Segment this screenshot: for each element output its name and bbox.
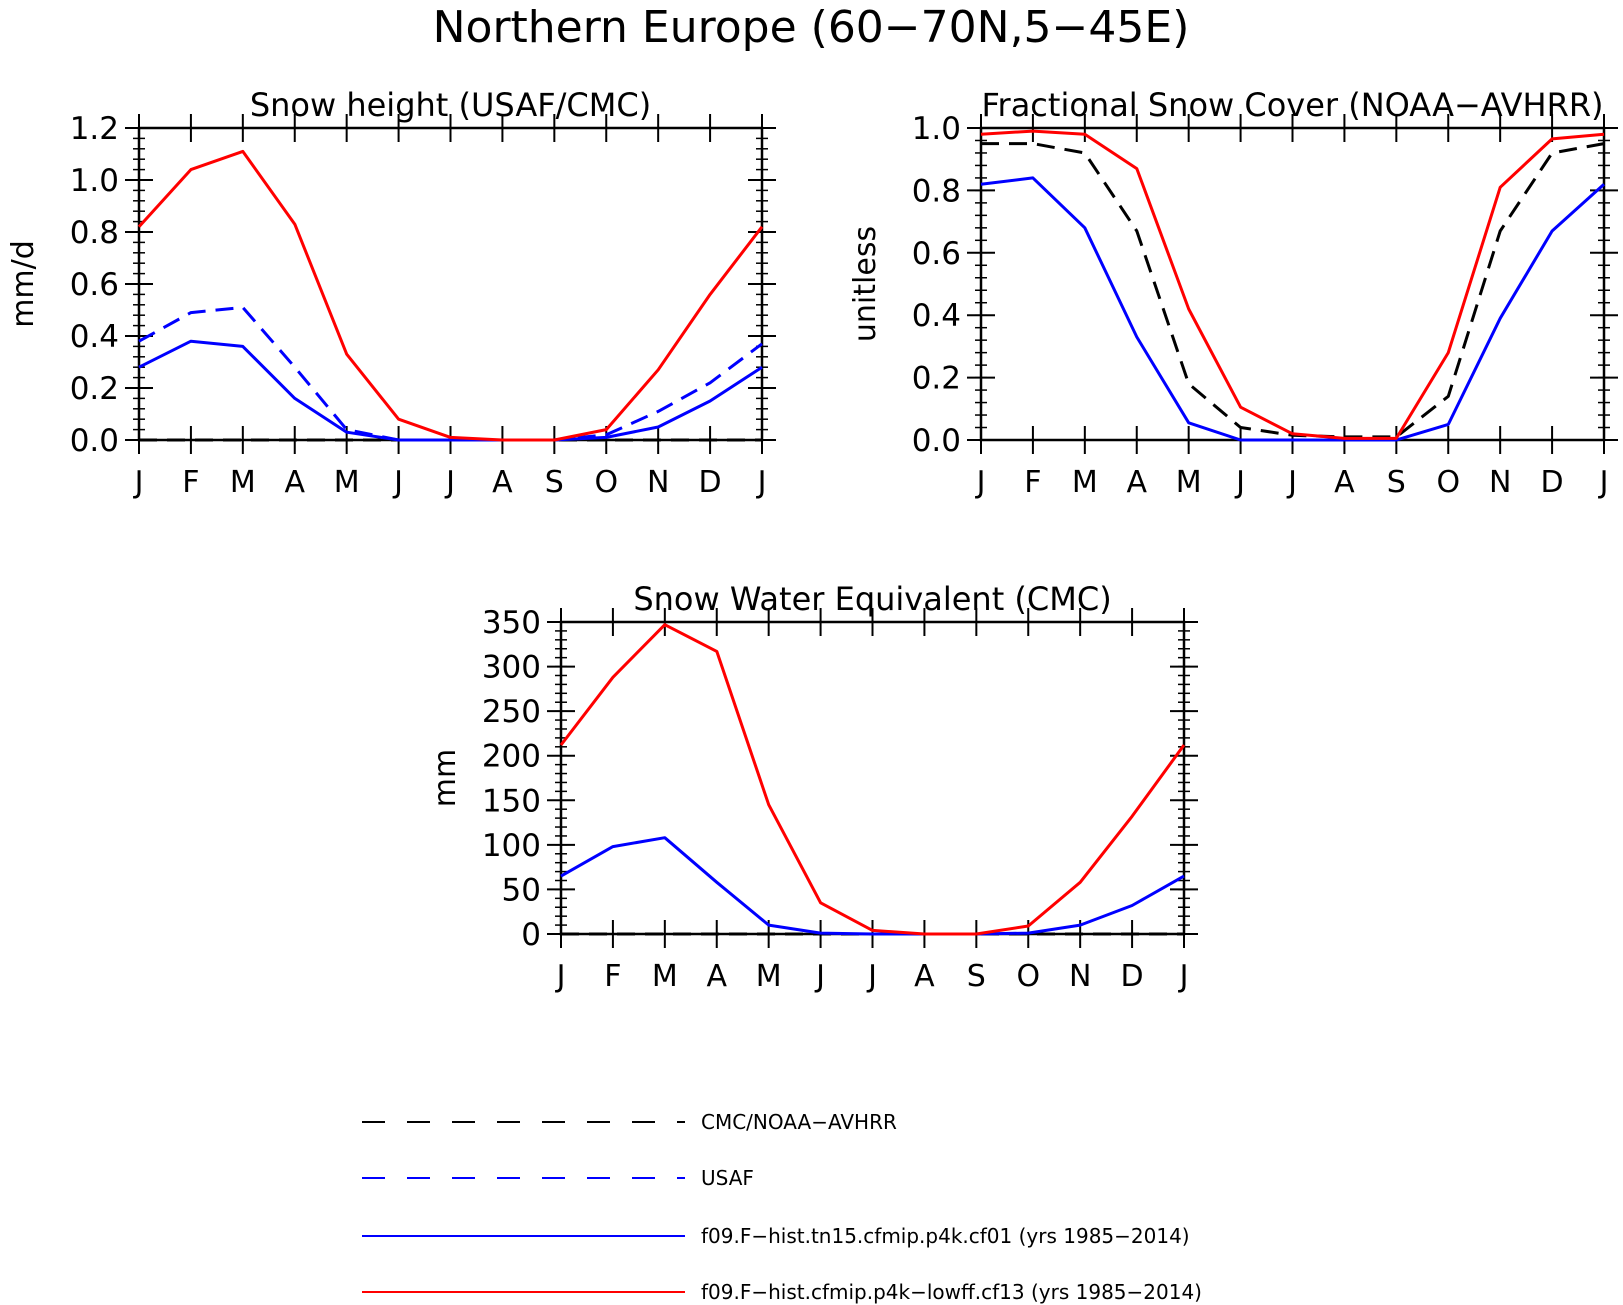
series-line-4 bbox=[137, 149, 764, 442]
x-tick-label: M bbox=[1072, 465, 1098, 500]
x-tick-label: S bbox=[967, 959, 986, 994]
x-tick-label: J bbox=[133, 465, 144, 500]
plot-frame bbox=[137, 126, 764, 442]
x-tick-label: N bbox=[1069, 959, 1091, 994]
y-tick-label: 300 bbox=[482, 650, 541, 686]
y-tick-label: 150 bbox=[482, 783, 541, 819]
legend-label-4: f09.F−hist.cfmip.p4k−lowff.cf13 (yrs 198… bbox=[701, 1280, 1202, 1304]
panel-2: Fractional Snow Cover (NOAA−AVHRR)unitle… bbox=[848, 86, 1618, 500]
x-tick-label: M bbox=[1176, 465, 1202, 500]
x-tick-label: S bbox=[545, 465, 564, 500]
y-tick-label: 100 bbox=[482, 828, 541, 864]
legend-label-2: USAF bbox=[701, 1166, 754, 1190]
y-tick-label: 1.0 bbox=[70, 163, 119, 199]
series-line-1 bbox=[981, 142, 1605, 439]
y-axis-label: mm bbox=[428, 749, 463, 807]
y-tick-label: 0.6 bbox=[912, 236, 961, 272]
x-tick-label: A bbox=[1334, 465, 1355, 500]
x-tick-label: J bbox=[866, 959, 877, 994]
x-tick-label: D bbox=[699, 465, 722, 500]
x-tick-label: A bbox=[1126, 465, 1147, 500]
x-tick-label: J bbox=[1178, 959, 1189, 994]
x-tick-label: J bbox=[1286, 465, 1297, 500]
figure-title: Northern Europe (60−70N,5−45E) bbox=[433, 2, 1190, 53]
y-tick-label: 0 bbox=[521, 917, 541, 953]
y-tick-label: 0.6 bbox=[70, 267, 119, 303]
x-tick-label: M bbox=[230, 465, 256, 500]
y-tick-label: 0.4 bbox=[70, 319, 119, 355]
x-tick-label: F bbox=[182, 465, 199, 500]
y-tick-label: 0.4 bbox=[912, 298, 961, 334]
x-tick-label: N bbox=[1489, 465, 1511, 500]
legend: CMC/NOAA−AVHRR USAF f09.F−hist.tn15.cfmip.… bbox=[362, 1110, 1202, 1304]
series-line-3 bbox=[138, 339, 763, 442]
series-line-3 bbox=[980, 129, 1605, 440]
x-tick-label: J bbox=[392, 465, 403, 500]
x-tick-label: D bbox=[1541, 465, 1564, 500]
x-tick-label: A bbox=[706, 959, 727, 994]
legend-label-1: CMC/NOAA−AVHRR bbox=[701, 1110, 897, 1134]
y-tick-label: 0.2 bbox=[912, 361, 961, 397]
panel-1: Snow height (USAF/CMC)mm/d0.00.20.40.60.… bbox=[6, 86, 776, 500]
panel-3: Snow Water Equivalent (CMC)mm05010015020… bbox=[428, 580, 1198, 994]
y-tick-label: 50 bbox=[502, 872, 541, 908]
y-tick-label: 350 bbox=[482, 605, 541, 641]
x-tick-label: M bbox=[756, 959, 782, 994]
x-tick-label: J bbox=[1234, 465, 1245, 500]
y-axis-label: unitless bbox=[848, 226, 883, 342]
x-tick-label: O bbox=[1016, 959, 1040, 994]
x-tick-label: O bbox=[1436, 465, 1460, 500]
series-line-2 bbox=[138, 305, 763, 442]
plot-frame bbox=[559, 620, 1186, 936]
x-tick-label: J bbox=[555, 959, 566, 994]
series-line-3 bbox=[559, 623, 1186, 936]
x-tick-label: A bbox=[914, 959, 935, 994]
y-tick-label: 1.0 bbox=[912, 111, 961, 147]
legend-label-3: f09.F−hist.tn15.cfmip.p4k.cf01 (yrs 1985… bbox=[701, 1224, 1190, 1248]
x-tick-label: J bbox=[814, 959, 825, 994]
y-axis-label: mm/d bbox=[6, 240, 41, 328]
x-tick-label: A bbox=[492, 465, 513, 500]
x-tick-label: N bbox=[647, 465, 669, 500]
y-tick-label: 0.0 bbox=[912, 423, 961, 459]
y-tick-label: 0.0 bbox=[70, 423, 119, 459]
x-tick-label: J bbox=[975, 465, 986, 500]
x-tick-label: J bbox=[444, 465, 455, 500]
x-tick-label: M bbox=[652, 959, 678, 994]
x-tick-label: M bbox=[334, 465, 360, 500]
panels: Snow height (USAF/CMC)mm/d0.00.20.40.60.… bbox=[6, 86, 1618, 994]
x-tick-label: F bbox=[604, 959, 621, 994]
x-tick-label: O bbox=[594, 465, 618, 500]
x-tick-label: A bbox=[284, 465, 305, 500]
y-tick-label: 0.8 bbox=[70, 215, 119, 251]
series-line-2 bbox=[560, 836, 1185, 936]
plot-frame bbox=[979, 126, 1606, 442]
x-tick-label: D bbox=[1121, 959, 1144, 994]
y-tick-label: 0.2 bbox=[70, 371, 119, 407]
x-tick-label: S bbox=[1387, 465, 1406, 500]
y-tick-label: 1.2 bbox=[70, 111, 119, 147]
y-tick-label: 0.8 bbox=[912, 173, 961, 209]
x-tick-label: J bbox=[1598, 465, 1609, 500]
y-tick-label: 200 bbox=[482, 739, 541, 775]
y-tick-label: 250 bbox=[482, 694, 541, 730]
x-tick-label: J bbox=[756, 465, 767, 500]
series-line-2 bbox=[980, 176, 1606, 442]
x-tick-label: F bbox=[1024, 465, 1041, 500]
